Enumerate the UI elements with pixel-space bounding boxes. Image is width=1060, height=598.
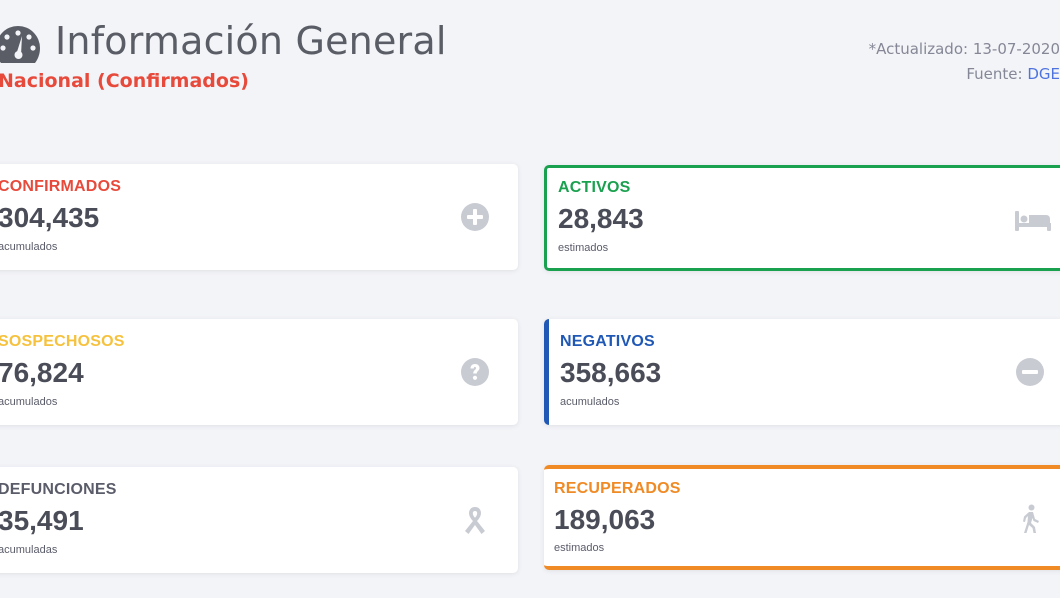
card-note: estimados xyxy=(558,242,608,254)
card-value: 358,663 xyxy=(560,357,661,389)
tachometer-icon xyxy=(0,24,42,66)
card-note: acumuladas xyxy=(0,544,57,556)
card-label: RECUPERADOS xyxy=(554,480,681,498)
card-note: acumulados xyxy=(0,241,57,253)
source-label: Fuente: xyxy=(966,65,1027,83)
update-meta: *Actualizado: 13-07-2020 Fuente: DGE xyxy=(869,37,1060,87)
updated-date: *Actualizado: 13-07-2020 xyxy=(869,37,1060,62)
page-subtitle: Nacional (Confirmados) xyxy=(0,70,249,92)
card-value: 28,843 xyxy=(558,203,644,235)
card-note: estimados xyxy=(554,542,604,554)
plus-circle-icon xyxy=(459,201,491,233)
card-defunciones: DEFUNCIONES 35,491 acumuladas xyxy=(0,467,518,573)
source-line: Fuente: DGE xyxy=(869,62,1060,87)
card-value: 35,491 xyxy=(0,505,84,537)
card-label: NEGATIVOS xyxy=(560,333,655,351)
card-confirmados: CONFIRMADOS 304,435 acumulados xyxy=(0,164,518,270)
card-note: acumulados xyxy=(560,396,619,408)
question-circle-icon xyxy=(459,356,491,388)
card-label: DEFUNCIONES xyxy=(0,481,117,499)
card-sospechosos: SOSPECHOSOS 76,824 acumulados xyxy=(0,319,518,425)
card-recuperados: RECUPERADOS 189,063 estimados xyxy=(544,465,1060,570)
card-value: 189,063 xyxy=(554,504,655,536)
card-negativos: NEGATIVOS 358,663 acumulados xyxy=(544,319,1060,425)
card-activos: ACTIVOS 28,843 estimados xyxy=(544,165,1060,271)
card-value: 76,824 xyxy=(0,357,84,389)
minus-circle-icon xyxy=(1014,356,1046,388)
card-note: acumulados xyxy=(0,396,57,408)
source-link[interactable]: DGE xyxy=(1027,65,1060,83)
walking-icon xyxy=(1014,503,1046,535)
card-value: 304,435 xyxy=(0,202,99,234)
card-label: SOSPECHOSOS xyxy=(0,333,125,351)
ribbon-icon xyxy=(459,504,491,536)
card-label: ACTIVOS xyxy=(558,179,631,197)
page-title: Información General xyxy=(55,19,447,63)
card-label: CONFIRMADOS xyxy=(0,178,121,196)
bed-icon xyxy=(1013,205,1053,237)
